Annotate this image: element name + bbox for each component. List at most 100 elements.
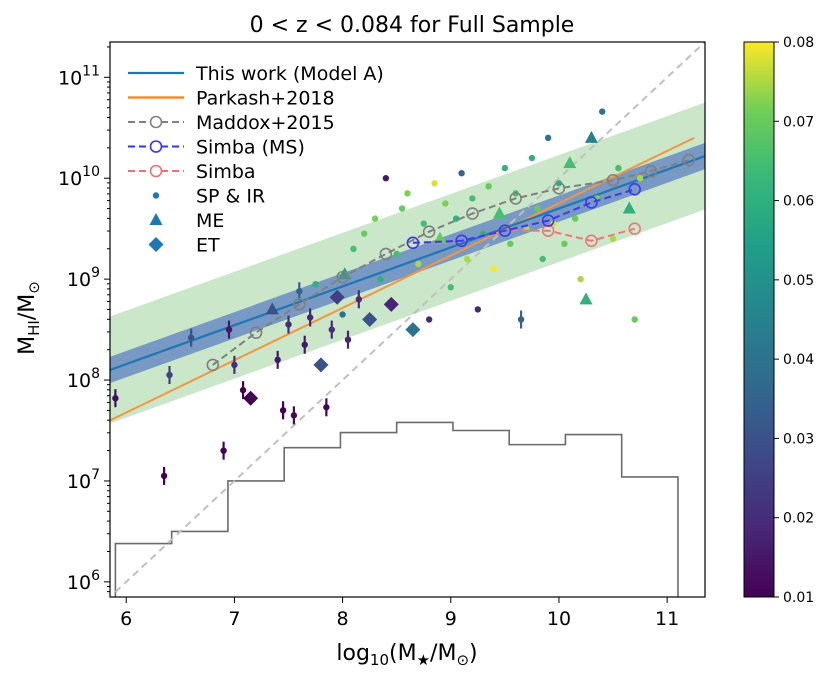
et-point bbox=[362, 312, 378, 327]
sp-ir-point bbox=[350, 245, 357, 253]
sp-ir-point bbox=[501, 164, 509, 172]
sp-ir-point bbox=[187, 334, 195, 341]
sp-ir-point bbox=[561, 240, 568, 248]
sp-ir-point bbox=[279, 407, 287, 414]
sp-ir-point bbox=[398, 205, 406, 212]
maddox-curve bbox=[212, 159, 690, 366]
sp-ir-point bbox=[393, 250, 400, 258]
maddox-marker bbox=[606, 173, 620, 187]
sp-ir-point bbox=[160, 472, 168, 480]
x-axis-label-mid-sub: ⊙ bbox=[456, 651, 469, 669]
me-point bbox=[265, 302, 279, 315]
sp-ir-point bbox=[544, 134, 552, 142]
sp-ir-point bbox=[323, 404, 330, 411]
colorbar-tick-label: 0.07 bbox=[783, 114, 814, 130]
colorbar-tick-label: 0.05 bbox=[783, 273, 814, 289]
sp-ir-point bbox=[306, 314, 314, 321]
sp-ir-point bbox=[377, 275, 384, 283]
legend-item: Parkash+2018 bbox=[128, 88, 335, 110]
legend-circle bbox=[149, 164, 163, 178]
sp-ir-point bbox=[285, 321, 292, 328]
maddox-marker bbox=[466, 207, 479, 220]
sp-ir-point bbox=[312, 280, 319, 288]
legend-label: ET bbox=[196, 235, 220, 257]
me-point bbox=[433, 231, 447, 244]
sp-ir-point bbox=[290, 412, 298, 419]
sp-ir-point bbox=[274, 356, 281, 364]
legend-label: This work (Model A) bbox=[195, 63, 384, 85]
me-point bbox=[492, 206, 506, 219]
x-tick-label: 6 bbox=[120, 608, 132, 630]
sp-ir-point bbox=[599, 108, 606, 115]
et-point bbox=[329, 289, 345, 305]
colorbar-tick-label: 0.02 bbox=[783, 511, 814, 527]
this-work-line bbox=[110, 154, 705, 371]
sp-ir-point bbox=[469, 195, 476, 202]
sp-ir-point bbox=[517, 316, 525, 323]
sp-ir-point bbox=[485, 183, 492, 190]
histogram-step bbox=[114, 421, 679, 597]
sp-ir-point bbox=[507, 240, 514, 248]
sp-ir-point bbox=[452, 215, 460, 222]
me-point bbox=[579, 292, 593, 305]
legend-item: ET bbox=[148, 235, 220, 257]
legend-label: Maddox+2015 bbox=[196, 112, 335, 134]
sp-ir-point bbox=[239, 386, 247, 394]
sp-ir-point bbox=[225, 326, 233, 333]
sp-ir-point bbox=[571, 215, 579, 222]
y-tick-label: 108 bbox=[67, 366, 100, 392]
sp-ir-point bbox=[609, 235, 617, 242]
legend-label: SP & IR bbox=[196, 186, 265, 208]
sp-ir-point bbox=[112, 395, 119, 402]
legend-label: Simba (MS) bbox=[196, 137, 305, 159]
sp-ir-point bbox=[231, 361, 238, 369]
colorbar-tick-label: 0.03 bbox=[783, 431, 814, 447]
et-point bbox=[383, 296, 399, 312]
simba-ms-marker bbox=[541, 214, 555, 227]
y-axis-label-mid: /M bbox=[15, 294, 40, 320]
legend-circle bbox=[149, 115, 163, 129]
simba-ms-marker bbox=[628, 183, 641, 196]
legend-item: Simba bbox=[128, 161, 256, 183]
y-tick-label: 1010 bbox=[58, 164, 100, 190]
y-tick-label: 106 bbox=[67, 568, 100, 594]
y-axis-label: MHI/M⊙ bbox=[15, 281, 43, 355]
sp-ir-point bbox=[382, 175, 390, 182]
x-tick-label: 10 bbox=[547, 608, 571, 630]
colorbar bbox=[743, 41, 775, 598]
x-tick-label: 8 bbox=[337, 608, 349, 630]
maddox-marker bbox=[293, 298, 306, 311]
sp-ir-point bbox=[420, 220, 427, 227]
sample-histogram bbox=[114, 421, 679, 597]
maddox-marker bbox=[682, 153, 696, 167]
simba-marker bbox=[585, 234, 598, 248]
parkash-line bbox=[110, 136, 695, 422]
legend-label: ME bbox=[196, 210, 224, 232]
x-tick-label: 11 bbox=[655, 608, 679, 630]
me-point bbox=[563, 156, 577, 169]
simba-ms-curve bbox=[412, 188, 635, 244]
legend-item: Simba (MS) bbox=[128, 137, 305, 159]
comparison-curves bbox=[206, 153, 696, 372]
colorbar-axis: 0.01 0.02 0.03 0.04 0.05 0.06 0.07 0.08 bbox=[774, 35, 814, 606]
one-to-one-line bbox=[114, 42, 705, 593]
simba-ms-marker bbox=[406, 236, 420, 250]
colorbar-tick-label: 0.08 bbox=[783, 35, 814, 51]
y-axis-label-base: M bbox=[15, 336, 40, 355]
x-axis-label-end: ) bbox=[469, 641, 478, 666]
sp-ir-point bbox=[361, 230, 368, 237]
sp-ir-point bbox=[220, 447, 227, 454]
x-axis-label-main-sub: ★ bbox=[417, 651, 430, 669]
sp-ir-point bbox=[442, 200, 449, 207]
legend: This work (Model A) Parkash+2018Maddox+20… bbox=[128, 63, 384, 257]
y-tick-label: 1011 bbox=[58, 63, 100, 89]
sp-ir-point bbox=[425, 316, 433, 323]
sp-ir-point bbox=[458, 169, 465, 177]
y-axis-label-base-sub: HI bbox=[25, 320, 43, 336]
x-axis-label-base: log bbox=[336, 641, 370, 666]
sp-ir-point bbox=[539, 255, 546, 263]
maddox-marker bbox=[249, 326, 263, 339]
me-point bbox=[622, 201, 636, 214]
x-tick-label: 9 bbox=[445, 608, 457, 630]
